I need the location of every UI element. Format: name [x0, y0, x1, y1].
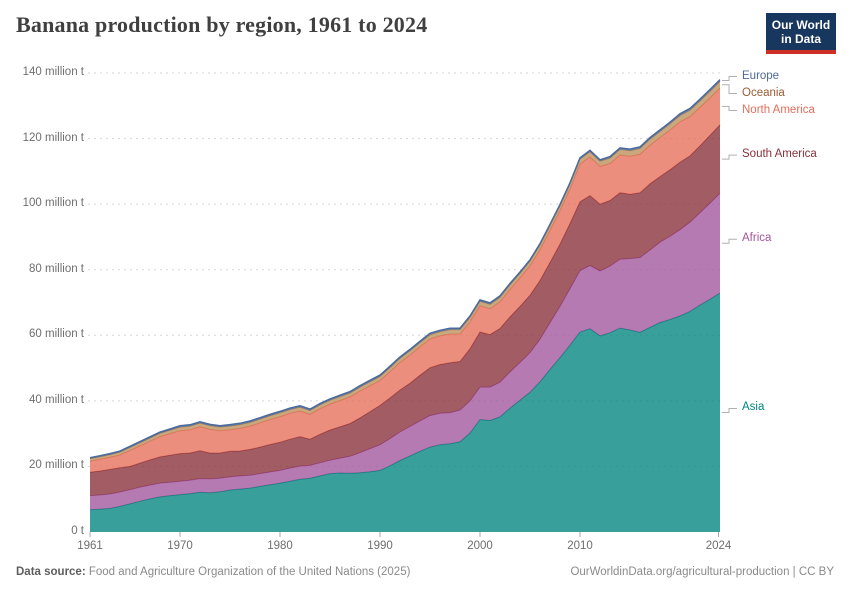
data-source-text: Food and Agriculture Organization of the… — [85, 566, 411, 578]
legend-label-europe[interactable]: Europe — [742, 69, 780, 82]
y-axis-label: 140 million t — [22, 66, 84, 78]
legend-label-asia[interactable]: Asia — [742, 401, 765, 414]
x-axis-label: 1980 — [267, 540, 293, 552]
x-axis-label: 1961 — [77, 540, 103, 552]
legend-label-south-america[interactable]: South America — [742, 148, 817, 161]
x-axis-label: 1970 — [167, 540, 193, 552]
x-axis-label: 1990 — [367, 540, 393, 552]
owid-logo[interactable]: Our World in Data — [766, 13, 836, 54]
legend-connector-africa — [722, 238, 737, 244]
y-axis-label: 20 million t — [29, 459, 84, 472]
area-edge-europe — [89, 79, 721, 459]
data-source-note: Data source: Food and Agriculture Organi… — [16, 566, 410, 578]
owid-logo-line1: Our World — [771, 17, 831, 32]
x-axis-label: 2024 — [705, 540, 732, 552]
legend-connector-oceania — [722, 84, 737, 94]
legend-label-oceania[interactable]: Oceania — [742, 86, 785, 99]
legend-connector-north-america — [722, 105, 737, 111]
y-axis-label: 40 million t — [29, 393, 84, 406]
legend-connector-south-america — [722, 154, 737, 160]
legend-label-africa[interactable]: Africa — [742, 232, 772, 245]
y-axis-label: 80 million t — [29, 262, 84, 275]
x-axis-label: 2010 — [567, 540, 593, 552]
area-asia[interactable] — [90, 293, 720, 532]
data-source-label: Data source: — [16, 566, 86, 578]
page-title: Banana production by region, 1961 to 202… — [16, 12, 428, 37]
x-axis-label: 2000 — [467, 540, 493, 552]
legend-label-north-america[interactable]: North America — [742, 103, 815, 116]
y-axis-label: 120 million t — [22, 131, 84, 144]
owid-logo-line2: in Data — [780, 31, 821, 46]
y-axis-label: 60 million t — [29, 328, 84, 341]
area-south-america[interactable] — [90, 124, 720, 496]
y-axis-label: 100 million t — [22, 197, 84, 210]
legend-connector-europe — [722, 76, 737, 81]
y-axis-label: 0 t — [71, 525, 84, 537]
legend-connector-asia — [722, 408, 737, 413]
chart-footer: Data source: Food and Agriculture Organi… — [16, 566, 834, 578]
area-africa[interactable] — [90, 193, 720, 510]
license-link[interactable]: OurWorldinData.org/agricultural-producti… — [570, 566, 834, 578]
